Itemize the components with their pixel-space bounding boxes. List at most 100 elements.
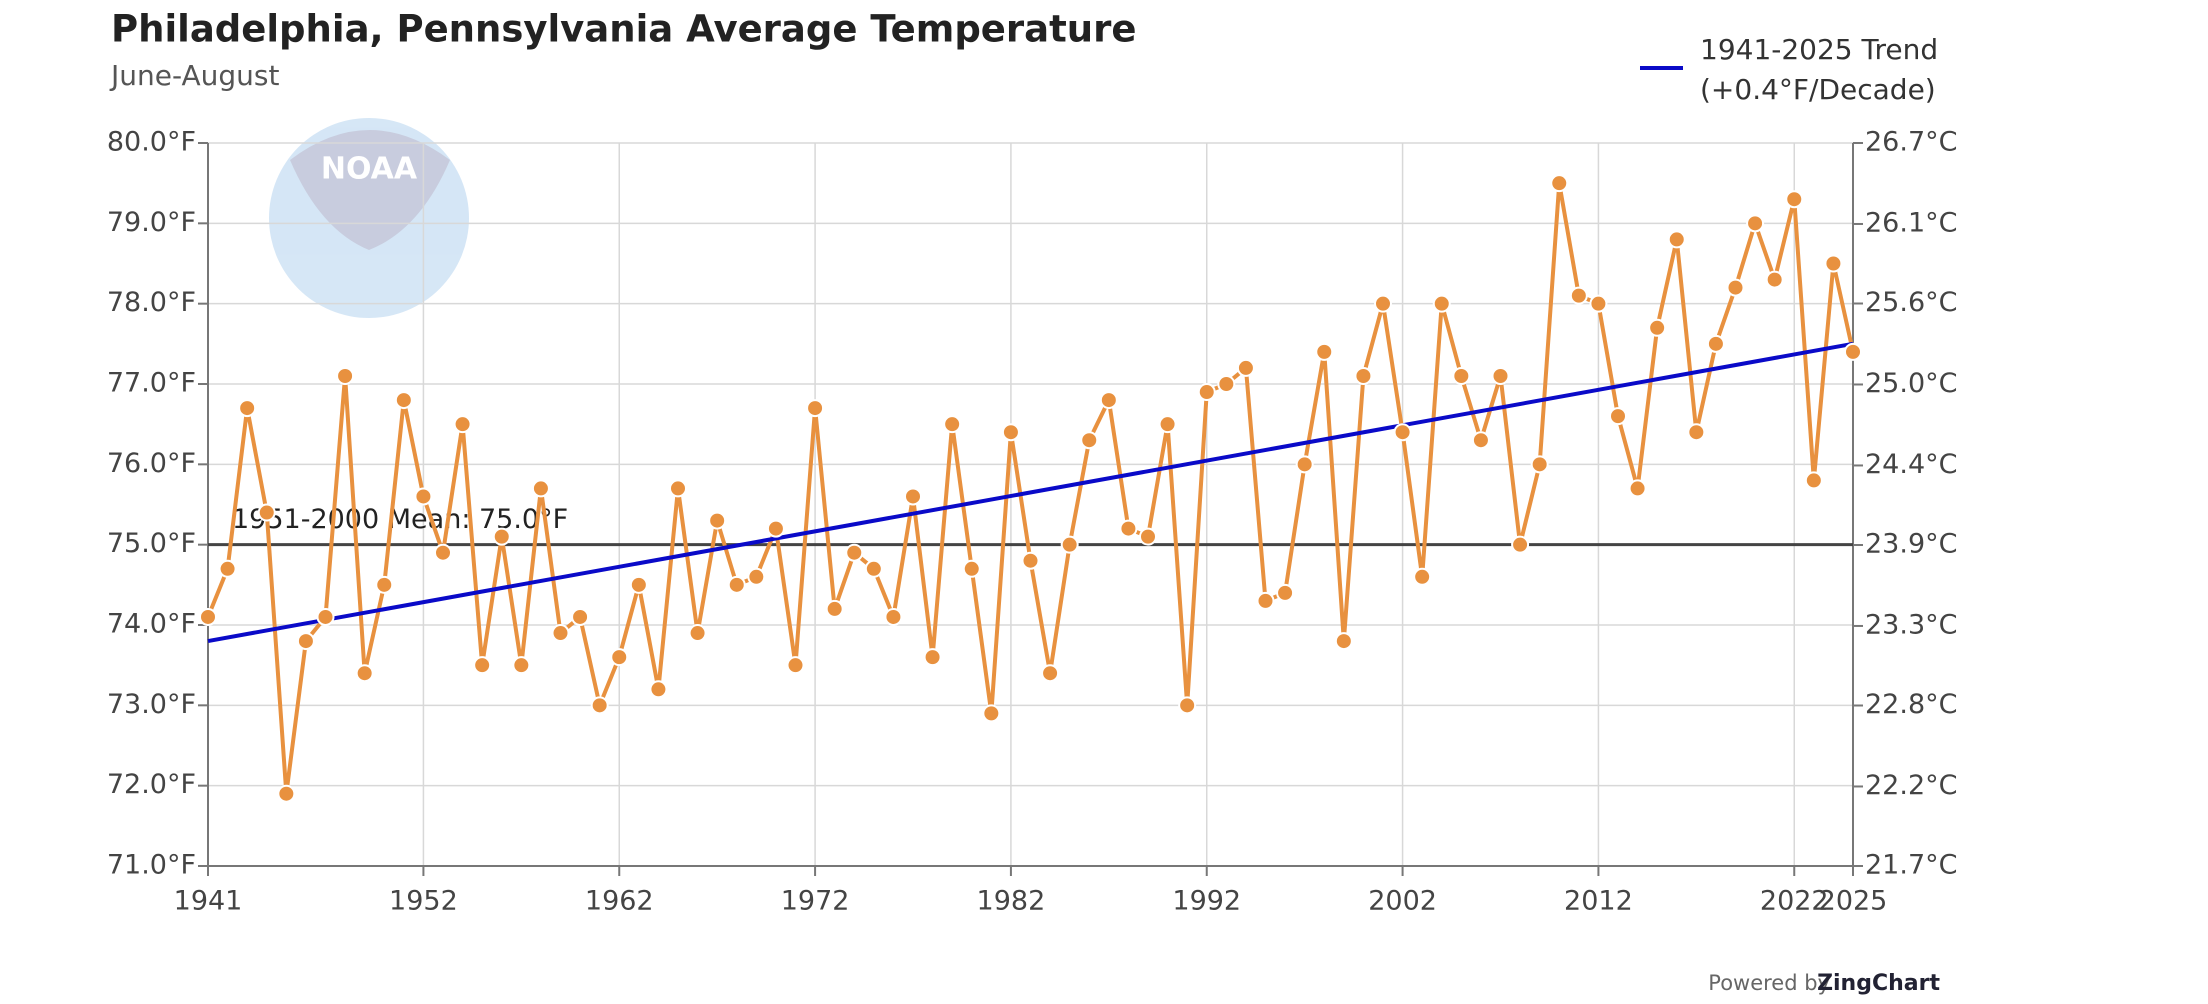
data-point <box>1217 375 1236 393</box>
data-point <box>1550 174 1569 193</box>
credit-prefix: Powered by <box>1708 971 1830 995</box>
data-point <box>786 656 805 675</box>
x-tick-label: 2022 <box>1760 886 1829 917</box>
logo-text: NOAA <box>321 152 418 187</box>
chart-title: Philadelphia, Pennsylvania Average Tempe… <box>111 8 1137 51</box>
data-point <box>492 527 511 546</box>
trend-line <box>207 341 1854 644</box>
data-point <box>943 415 962 434</box>
data-point <box>1021 551 1040 570</box>
data-point <box>257 503 276 522</box>
data-point <box>649 680 668 699</box>
data-point <box>434 543 452 562</box>
data-point <box>727 575 746 594</box>
data-point <box>1432 294 1451 313</box>
x-tick-label: 1952 <box>389 886 458 917</box>
data-point <box>1491 366 1510 385</box>
data-point <box>1276 583 1295 602</box>
y-tick-label: 73.0°F <box>107 689 196 720</box>
data-point <box>1099 391 1118 410</box>
data-point <box>1334 632 1353 651</box>
data-point <box>1824 254 1843 273</box>
logo-circle <box>269 118 469 318</box>
data-point <box>375 575 394 594</box>
data-point <box>1041 664 1060 683</box>
data-point <box>904 487 922 506</box>
data-point <box>669 479 687 498</box>
data-point <box>590 696 609 715</box>
data-point <box>923 648 942 667</box>
data-point <box>747 567 766 586</box>
data-point <box>238 399 257 418</box>
x-tick-label: 1992 <box>1172 886 1241 917</box>
y-tick-label: 79.0°F <box>107 207 196 238</box>
data-point <box>1236 358 1255 377</box>
data-point <box>355 664 374 683</box>
x-tick-label: 1982 <box>977 886 1046 917</box>
data-point <box>1295 455 1314 474</box>
y-tick-label: 80.0°F <box>107 127 196 158</box>
data-point <box>1530 455 1549 474</box>
chart-subtitle: June-August <box>109 59 279 92</box>
data-point <box>531 479 550 498</box>
logo-bird <box>290 130 450 250</box>
data-point <box>1569 286 1588 305</box>
data-point <box>277 784 296 803</box>
data-point <box>1158 415 1177 434</box>
y2-tick-label: 25.0°C <box>1865 368 1957 399</box>
data-point <box>1667 230 1686 249</box>
data-point <box>1765 270 1784 289</box>
x-tick-label: 1962 <box>585 886 654 917</box>
legend-note: (+0.4°F/Decade) <box>1700 73 1936 106</box>
data-point <box>688 624 707 643</box>
mean-label: 1951-2000 Mean: 75.0°F <box>232 504 568 535</box>
x-tick-label: 2012 <box>1564 886 1633 917</box>
y2-tick-label: 21.7°C <box>1865 850 1957 881</box>
data-point <box>1178 696 1197 715</box>
data-point <box>1511 535 1530 554</box>
y-tick-label: 72.0°F <box>107 769 196 800</box>
y2-tick-label: 25.6°C <box>1865 287 1957 318</box>
data-point <box>1687 423 1706 442</box>
data-point <box>414 487 433 506</box>
data-point <box>982 704 1001 723</box>
x-tick-label: 1972 <box>781 886 850 917</box>
y-tick-label: 78.0°F <box>107 287 196 318</box>
data-point <box>571 607 590 626</box>
y2-tick-label: 24.4°C <box>1865 449 1957 480</box>
data-point <box>1628 479 1647 498</box>
data-point <box>1393 423 1412 442</box>
data-point <box>825 599 844 618</box>
y-tick-label: 74.0°F <box>107 609 196 640</box>
y-tick-label: 75.0°F <box>107 528 196 559</box>
data-point <box>766 519 785 538</box>
data-point <box>1452 366 1471 385</box>
data-point <box>1315 342 1334 361</box>
y-tick-label: 71.0°F <box>107 850 196 881</box>
data-point <box>1001 423 1020 442</box>
data-point <box>1197 383 1216 402</box>
data-point <box>1609 407 1627 426</box>
data-point <box>296 632 315 651</box>
data-point <box>1706 334 1725 353</box>
data-point <box>453 415 472 434</box>
data-point <box>1844 342 1862 361</box>
data-point <box>1139 527 1157 546</box>
y-tick-label: 77.0°F <box>107 368 196 399</box>
data-point <box>1471 431 1490 450</box>
data-point <box>1648 318 1667 337</box>
data-point <box>336 366 355 385</box>
data-point <box>962 559 981 578</box>
data-point <box>199 607 217 626</box>
data-point <box>610 648 629 667</box>
y2-tick-label: 26.7°C <box>1865 127 1957 158</box>
data-point <box>1726 278 1745 297</box>
data-point <box>708 511 727 530</box>
data-point <box>1256 591 1275 610</box>
x-tick-label: 2025 <box>1819 886 1888 917</box>
y2-tick-label: 22.8°C <box>1865 689 1957 720</box>
data-point <box>512 656 531 675</box>
x-tick-label: 1941 <box>174 886 243 917</box>
